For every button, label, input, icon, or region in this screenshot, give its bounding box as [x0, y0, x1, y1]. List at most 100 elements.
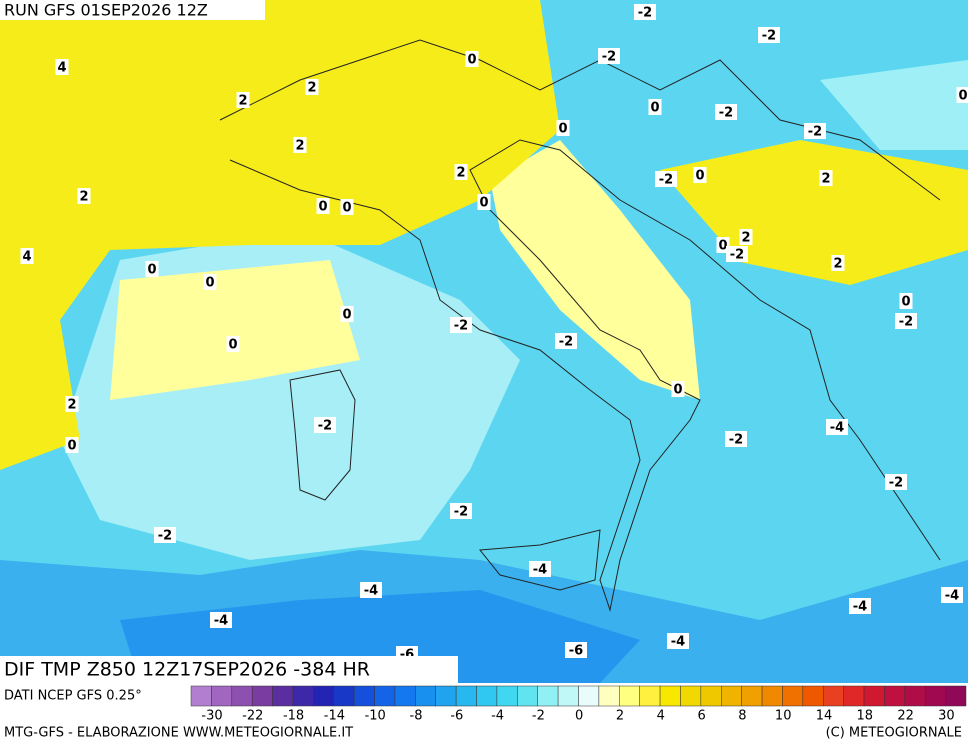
contour-label: 0	[205, 276, 214, 291]
contour-label: 0	[342, 201, 351, 216]
colorbar-label: 8	[738, 709, 746, 724]
contour-label: 2	[238, 94, 247, 109]
color-swatch	[946, 686, 966, 706]
color-swatch	[497, 686, 517, 706]
colorbar-label: -4	[491, 709, 504, 724]
contour-label: 2	[79, 190, 88, 205]
colorbar-label: -22	[242, 709, 263, 724]
contour-label: -2	[889, 476, 903, 491]
color-swatch	[232, 686, 252, 706]
contour-label: -2	[559, 335, 573, 350]
footer-right: (C) METEOGIORNALE	[826, 726, 962, 741]
contour-label: 2	[295, 139, 304, 154]
map-field	[0, 0, 968, 683]
footer-left: MTG-GFS - ELABORAZIONE WWW.METEOGIORNALE…	[4, 726, 353, 741]
colorbar-label: 0	[575, 709, 583, 724]
color-swatch	[558, 686, 578, 706]
colorbar-label: 10	[775, 709, 792, 724]
contour-label: -2	[729, 433, 743, 448]
contour-label: 4	[22, 250, 31, 265]
color-swatch	[273, 686, 293, 706]
color-swatch	[701, 686, 721, 706]
contour-label: -2	[659, 173, 673, 188]
contour-label: 0	[342, 308, 351, 323]
contour-label: 2	[833, 257, 842, 272]
color-swatch	[375, 686, 395, 706]
colorbar-label: 2	[616, 709, 624, 724]
colorbar-label: -8	[410, 709, 423, 724]
color-swatch	[293, 686, 313, 706]
colorbar-label: -10	[365, 709, 386, 724]
color-swatch	[721, 686, 741, 706]
color-swatch	[640, 686, 660, 706]
contour-label: -2	[638, 6, 652, 21]
color-swatch	[436, 686, 456, 706]
color-swatch	[619, 686, 639, 706]
contour-label: 2	[741, 231, 750, 246]
contour-label: 0	[650, 101, 659, 116]
color-swatch	[579, 686, 599, 706]
colorbar-label: -30	[201, 709, 222, 724]
contour-label: -4	[671, 635, 685, 650]
colorbar-label: 4	[657, 709, 665, 724]
contour-label: -4	[830, 421, 844, 436]
contour-label: -2	[158, 529, 172, 544]
contour-label: -2	[899, 315, 913, 330]
contour-label: 0	[901, 295, 910, 310]
colorbar-label: 30	[938, 709, 955, 724]
contour-label: 2	[307, 81, 316, 96]
colorbar-label: 18	[857, 709, 874, 724]
contour-label: -2	[454, 319, 468, 334]
contour-label: -2	[762, 29, 776, 44]
contour-label: -6	[569, 644, 583, 659]
color-swatch	[680, 686, 700, 706]
color-swatch	[782, 686, 802, 706]
contour-label: -2	[730, 248, 744, 263]
color-swatch	[477, 686, 497, 706]
contour-label: -4	[853, 600, 867, 615]
color-swatch	[742, 686, 762, 706]
contour-label: -2	[719, 106, 733, 121]
contour-label: -4	[364, 584, 378, 599]
field-title: DIF TMP Z850 12Z17SEP2026 -384 HR	[4, 659, 370, 681]
contour-label: -2	[318, 419, 332, 434]
color-swatch	[538, 686, 558, 706]
color-swatch	[762, 686, 782, 706]
contour-label: -2	[454, 505, 468, 520]
color-swatch	[517, 686, 537, 706]
color-swatch	[823, 686, 843, 706]
colorbar-label: 22	[897, 709, 914, 724]
color-swatch	[844, 686, 864, 706]
contour-label: -2	[602, 50, 616, 65]
contour-label: 0	[67, 439, 76, 454]
color-swatch	[864, 686, 884, 706]
contour-label: -4	[214, 614, 228, 629]
color-swatch	[884, 686, 904, 706]
contour-label: 0	[958, 89, 967, 104]
contour-label: 2	[456, 166, 465, 181]
color-swatch	[803, 686, 823, 706]
contour-label: 0	[479, 196, 488, 211]
color-swatch	[395, 686, 415, 706]
contour-label: 2	[67, 398, 76, 413]
colorbar-label: 14	[816, 709, 833, 724]
contour-label: 2	[821, 172, 830, 187]
contour-label: 0	[695, 169, 704, 184]
color-swatch	[191, 686, 211, 706]
color-swatch	[354, 686, 374, 706]
colorbar-label: -14	[324, 709, 345, 724]
contour-label: 4	[57, 61, 66, 76]
colorbar-label: -18	[283, 709, 304, 724]
contour-label: -4	[533, 563, 547, 578]
contour-label: 0	[228, 338, 237, 353]
colorbar-label: -6	[450, 709, 463, 724]
color-swatch	[313, 686, 333, 706]
contour-label: 0	[673, 383, 682, 398]
contour-label: 0	[147, 263, 156, 278]
contour-label: 0	[467, 53, 476, 68]
color-swatch	[415, 686, 435, 706]
source-text: DATI NCEP GFS 0.25°	[4, 689, 142, 704]
color-swatch	[905, 686, 925, 706]
color-swatch	[599, 686, 619, 706]
